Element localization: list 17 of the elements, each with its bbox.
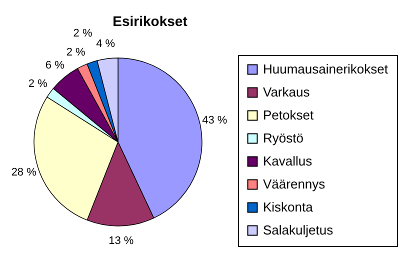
legend-label: Kavallus (263, 154, 313, 168)
data-label: 2 % (66, 46, 86, 58)
legend-label: Petokset (263, 108, 314, 122)
data-label: 4 % (96, 38, 116, 50)
legend-label: Salakuljetus (263, 222, 334, 238)
legend-label: Väärennys (263, 176, 326, 192)
data-label: 2 % (28, 78, 48, 90)
legend-label: Kiskonta (263, 200, 314, 214)
data-label: 2 % (73, 28, 92, 40)
data-label: 6 % (45, 60, 65, 72)
data-label: 28 % (11, 166, 37, 179)
chart-title: Esirikokset (112, 13, 188, 29)
legend-label: Ryöstö (263, 130, 304, 146)
legend-label: Huumausainerikokset (263, 62, 388, 76)
data-label: 13 % (108, 234, 134, 247)
data-label: 43 % (202, 114, 228, 126)
legend-label: Varkaus (263, 84, 310, 100)
